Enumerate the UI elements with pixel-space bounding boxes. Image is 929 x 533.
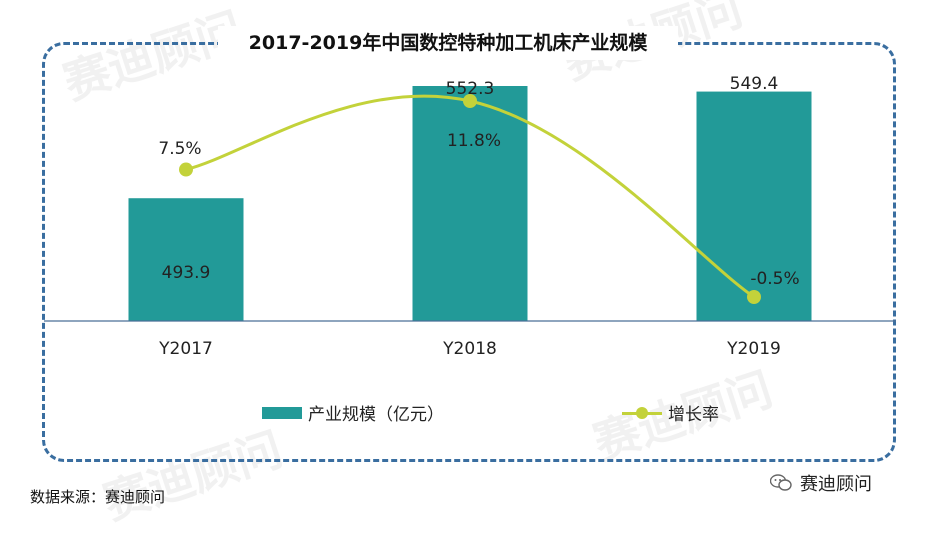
growth-data-label: 7.5% <box>158 139 201 159</box>
bar <box>696 91 812 322</box>
growth-data-label: 11.8% <box>447 131 501 151</box>
legend-bar-swatch <box>262 406 302 419</box>
growth-point <box>463 94 477 108</box>
x-tick-label: Y2017 <box>158 339 213 359</box>
growth-data-label: -0.5% <box>750 269 799 289</box>
bar <box>128 198 244 321</box>
growth-point <box>179 162 193 177</box>
growth-point <box>747 290 761 304</box>
legend-line-label: 增长率 <box>668 405 719 425</box>
x-tick-label: Y2018 <box>442 339 497 359</box>
source-note: 数据来源：赛迪顾问 <box>30 488 166 506</box>
chart-title: 2017-2019年中国数控特种加工机床产业规模 <box>218 26 678 60</box>
legend-bar: 产业规模（亿元） <box>262 400 444 425</box>
wechat-icon <box>770 474 792 491</box>
bar-data-label: 549.4 <box>730 74 779 94</box>
bar-data-label: 552.3 <box>446 79 495 99</box>
legend-line: 增长率 <box>622 400 719 425</box>
legend-bar-label: 产业规模（亿元） <box>308 405 444 425</box>
bar-data-label: 493.9 <box>162 263 211 283</box>
x-tick-label: Y2019 <box>726 339 781 359</box>
bar <box>412 86 528 321</box>
brand-name: 赛迪顾问 <box>800 474 872 495</box>
chart: Y2017 Y2018 Y2019 493.9 552.3 549.4 7.5% 11.8% -… <box>44 74 896 359</box>
legend-line-swatch <box>622 406 662 419</box>
brand: 赛迪顾问 <box>770 470 872 496</box>
